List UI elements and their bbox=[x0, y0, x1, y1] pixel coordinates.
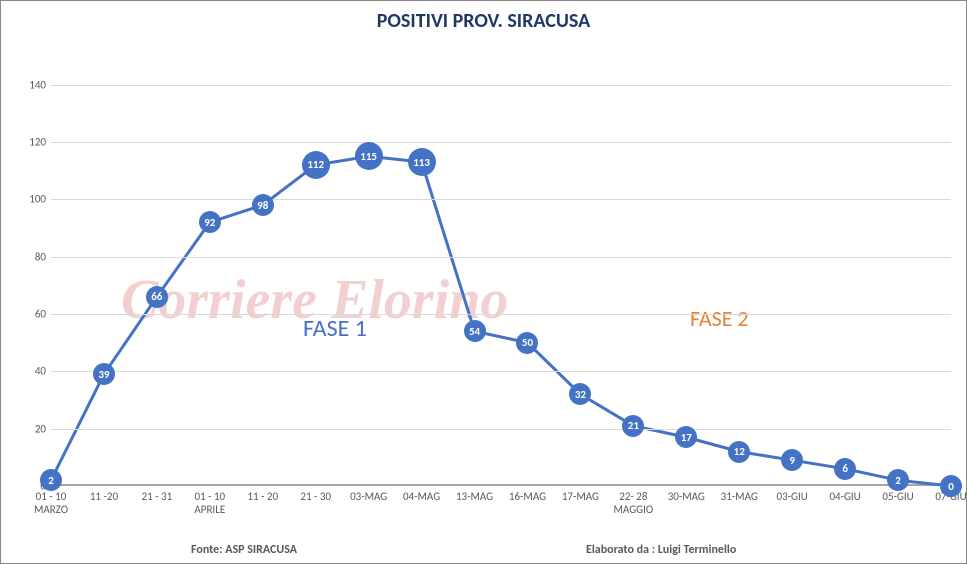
gridline bbox=[51, 142, 951, 143]
data-marker: 0 bbox=[940, 475, 962, 497]
x-tick-label: 11 - 20 bbox=[238, 490, 288, 503]
x-tick-label: 05-GIU bbox=[873, 490, 923, 503]
data-marker: 32 bbox=[569, 383, 591, 405]
x-tick-label: 03-MAG bbox=[344, 490, 394, 503]
y-tick-label: 40 bbox=[11, 365, 46, 378]
data-marker: 12 bbox=[728, 441, 750, 463]
footer-author: Elaborato da : Luigi Terminello bbox=[586, 543, 736, 557]
gridline bbox=[51, 314, 951, 315]
x-tick-label: 21 - 31 bbox=[132, 490, 182, 503]
y-tick-label: 120 bbox=[11, 136, 46, 149]
footer-source: Fonte: ASP SIRACUSA bbox=[191, 543, 297, 557]
data-marker: 113 bbox=[408, 148, 436, 176]
x-tick-label: 01 - 10APRILE bbox=[185, 490, 235, 516]
gridline bbox=[51, 199, 951, 200]
y-tick-label: 140 bbox=[11, 78, 46, 91]
data-marker: 112 bbox=[302, 151, 330, 179]
x-tick-label: 16-MAG bbox=[502, 490, 552, 503]
y-tick-label: 100 bbox=[11, 193, 46, 206]
x-tick-label: 11 -20 bbox=[79, 490, 129, 503]
chart-container: POSITIVI PROV. SIRACUSA Corriere Elorino… bbox=[0, 0, 967, 564]
x-tick-label: 21 - 30 bbox=[291, 490, 341, 503]
x-tick-label: 04-GIU bbox=[820, 490, 870, 503]
gridline bbox=[51, 371, 951, 372]
gridline bbox=[51, 429, 951, 430]
x-tick-label: 01 - 10MARZO bbox=[26, 490, 76, 516]
line-path-svg bbox=[51, 56, 951, 484]
x-tick-label: 22- 28MAGGIO bbox=[608, 490, 658, 516]
gridline bbox=[51, 85, 951, 86]
gridline bbox=[51, 257, 951, 258]
y-tick-label: 20 bbox=[11, 422, 46, 435]
data-marker: 9 bbox=[781, 449, 803, 471]
x-tick-label: 04-MAG bbox=[397, 490, 447, 503]
data-marker: 2 bbox=[40, 469, 62, 491]
data-marker: 21 bbox=[622, 415, 644, 437]
x-tick-label: 30-MAG bbox=[661, 490, 711, 503]
chart-title: POSITIVI PROV. SIRACUSA bbox=[1, 9, 966, 33]
data-marker: 92 bbox=[199, 211, 221, 233]
data-marker: 66 bbox=[146, 286, 168, 308]
x-tick-label: 31-MAG bbox=[714, 490, 764, 503]
x-tick-label: 13-MAG bbox=[450, 490, 500, 503]
data-marker: 2 bbox=[887, 469, 909, 491]
data-marker: 98 bbox=[252, 194, 274, 216]
x-tick-label: 17-MAG bbox=[555, 490, 605, 503]
data-marker: 17 bbox=[675, 426, 697, 448]
data-marker: 115 bbox=[355, 142, 383, 170]
y-tick-label: 60 bbox=[11, 308, 46, 321]
plot-area: Corriere Elorino FASE 1 FASE 2 020406080… bbox=[51, 56, 951, 486]
x-tick-label: 03-GIU bbox=[767, 490, 817, 503]
data-marker: 50 bbox=[516, 332, 538, 354]
data-marker: 39 bbox=[93, 363, 115, 385]
data-marker: 54 bbox=[464, 320, 486, 342]
y-tick-label: 80 bbox=[11, 250, 46, 263]
data-marker: 6 bbox=[834, 458, 856, 480]
